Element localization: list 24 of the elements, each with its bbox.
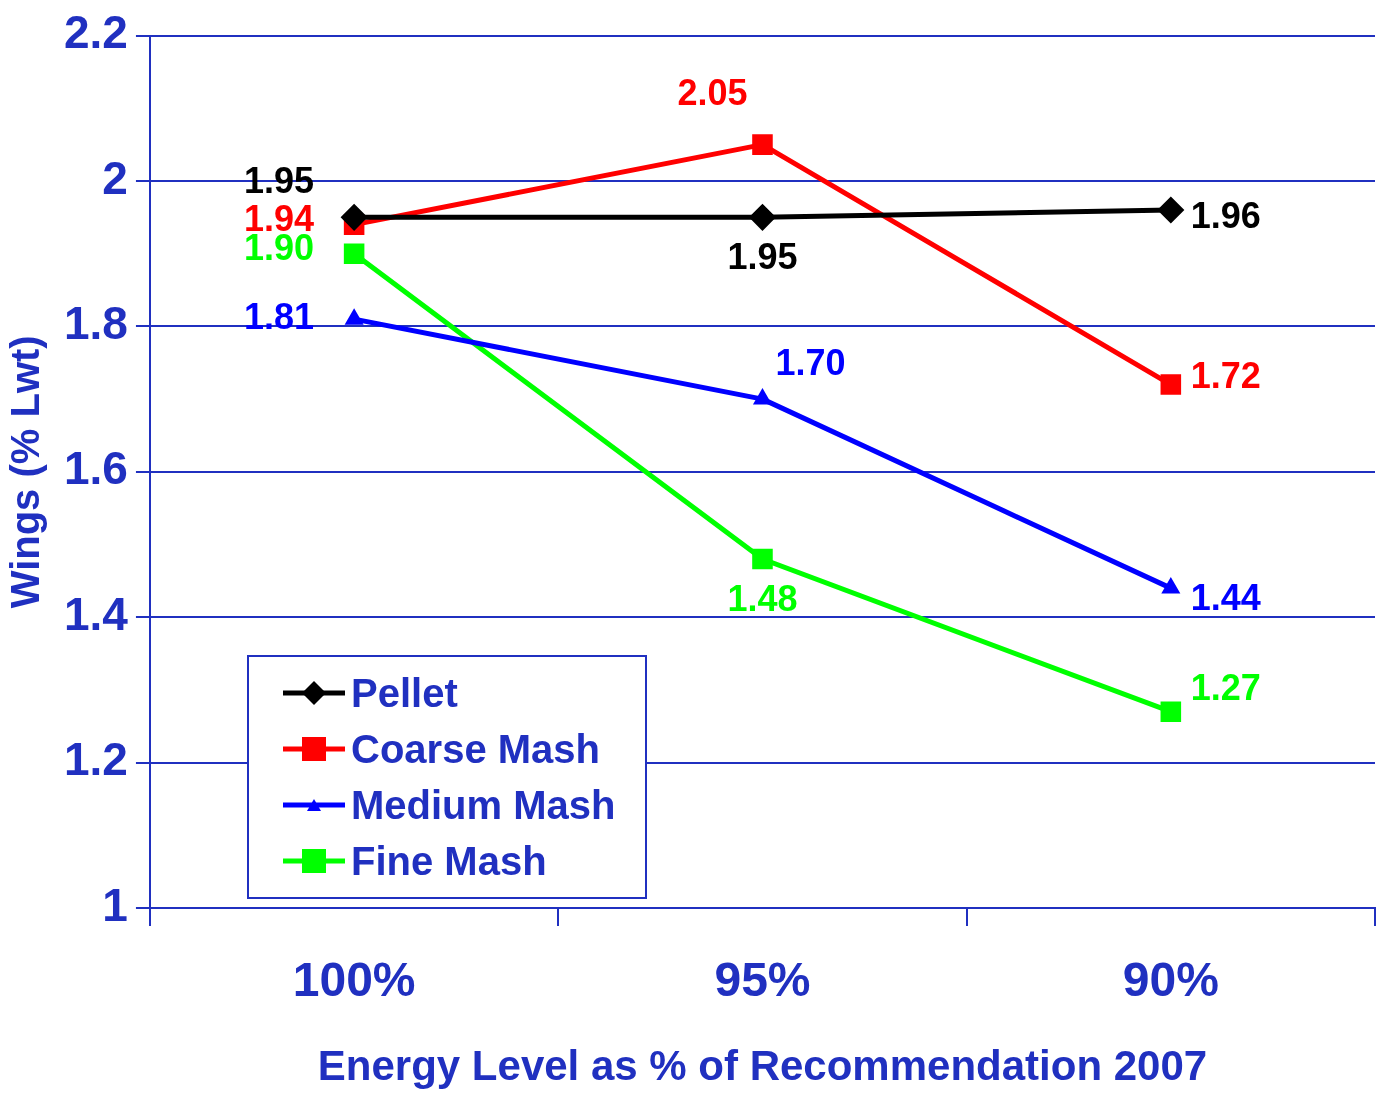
y-tick-label: 1.2 (63, 733, 128, 786)
data-label: 1.27 (1190, 666, 1261, 708)
y-tick-label: 1.6 (63, 442, 128, 495)
y-tick-label: 1 (102, 878, 128, 931)
legend-label: Coarse Mash (351, 726, 600, 772)
legend-label: Medium Mash (351, 782, 616, 828)
y-axis-title: Wings (% Lwt) (3, 335, 48, 609)
data-label: 1.95 (727, 236, 798, 278)
data-label: 2.05 (677, 71, 748, 113)
x-axis-title: Energy Level as % of Recommendation 2007 (317, 1042, 1208, 1090)
data-label: 1.96 (1190, 195, 1261, 236)
data-label: 1.44 (1190, 577, 1261, 619)
y-tick-label: 2 (102, 151, 128, 204)
y-tick-label: 2.2 (63, 6, 128, 59)
data-label: 1.70 (775, 342, 846, 384)
x-tick-label: 100% (292, 953, 416, 1007)
data-label: 1.48 (727, 577, 798, 619)
x-tick-label: 95% (714, 953, 811, 1007)
y-tick-label: 1.8 (63, 297, 128, 350)
legend-label: Fine Mash (351, 838, 547, 884)
data-label: 1.72 (1190, 355, 1261, 397)
legend-label: Pellet (351, 670, 458, 716)
y-tick-label: 1.4 (63, 587, 129, 640)
x-tick-label: 90% (1122, 953, 1219, 1007)
